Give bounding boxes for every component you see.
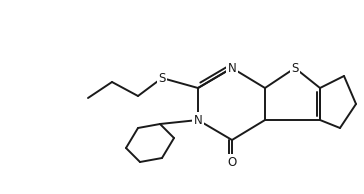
Text: S: S (158, 72, 166, 85)
Text: O: O (228, 156, 237, 169)
Text: N: N (228, 61, 236, 74)
Text: S: S (291, 61, 299, 74)
Text: N: N (194, 113, 202, 126)
